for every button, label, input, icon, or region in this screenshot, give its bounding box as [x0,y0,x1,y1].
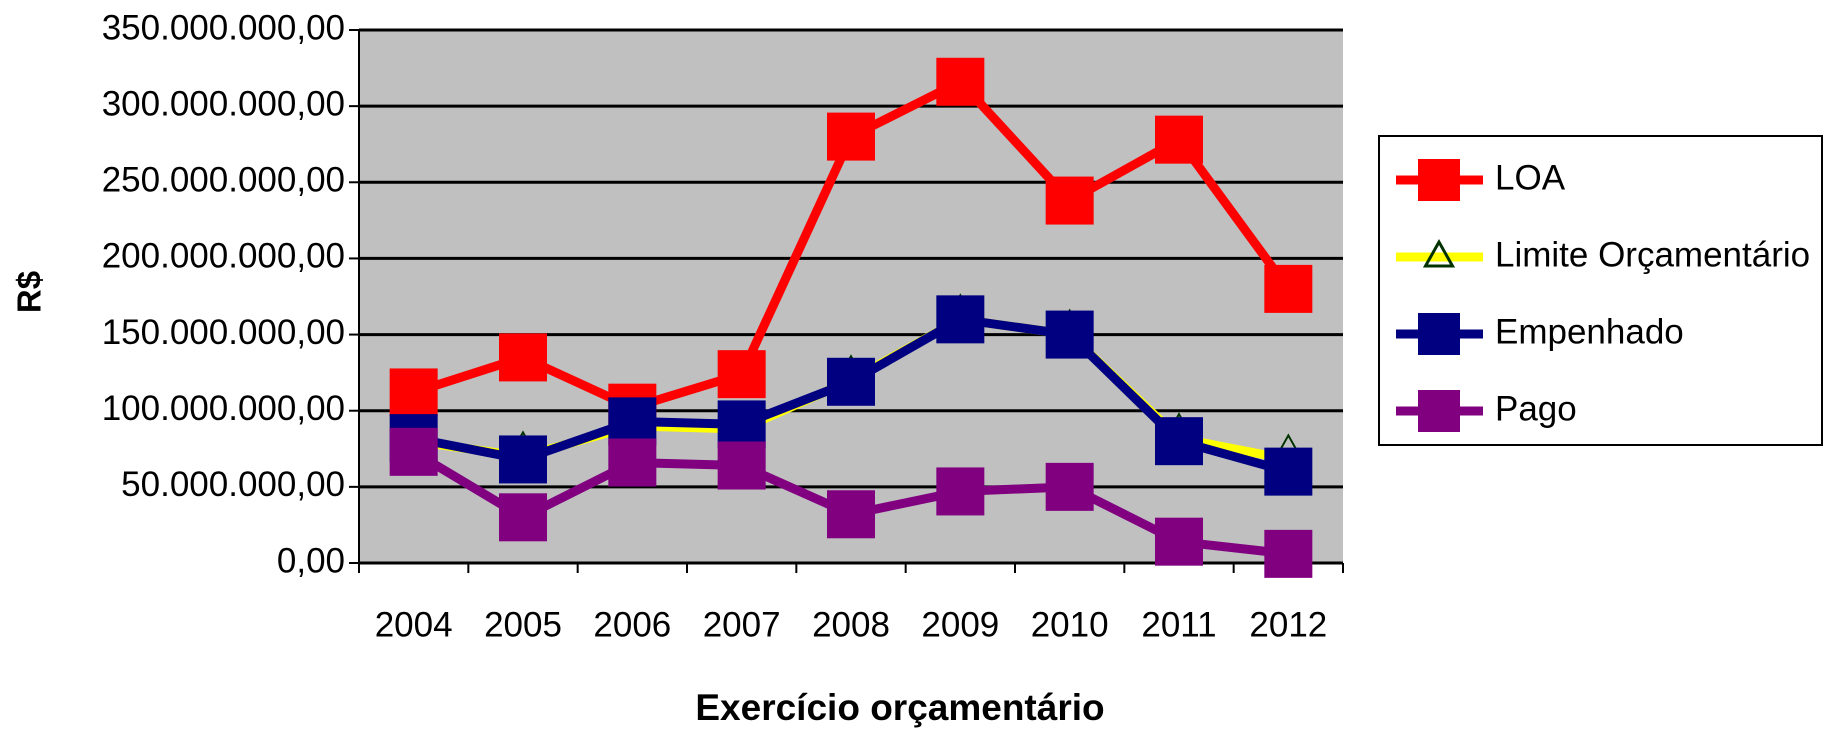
data-point [717,350,766,399]
y-axis-title: R$ [11,271,48,313]
data-point [389,368,438,417]
data-point [936,295,985,344]
x-tick-label: 2007 [703,605,781,644]
data-point [717,400,766,449]
data-point [608,438,657,487]
y-tick-label: 50.000.000,00 [121,465,345,504]
y-tick-label: 250.000.000,00 [102,161,345,200]
y-tick-label: 0,00 [277,541,345,580]
data-point [499,493,547,542]
x-axis-title: Exercício orçamentário [695,687,1104,728]
x-tick-label: 2004 [375,605,453,644]
x-tick-label: 2009 [921,605,999,644]
data-point [1264,447,1313,496]
data-point [1045,310,1094,359]
data-point [827,112,875,161]
data-point [827,357,875,406]
legend-marker [1418,159,1460,201]
legend-label: Limite Orçamentário [1495,235,1810,274]
legend-marker [1418,313,1460,355]
x-tick-label: 2010 [1031,605,1109,644]
data-point [499,333,547,382]
y-tick-label: 200.000.000,00 [102,237,345,276]
data-point [936,57,985,106]
data-point [936,467,985,516]
data-point [1045,176,1094,225]
legend-label: Pago [1495,389,1577,428]
data-point [1264,529,1313,578]
x-tick-label: 2006 [593,605,671,644]
data-point [1155,417,1203,466]
data-point [1155,115,1203,164]
data-point [608,397,657,446]
x-tick-label: 2011 [1141,605,1216,644]
y-tick-label: 100.000.000,00 [102,389,345,428]
legend-marker [1422,238,1456,268]
data-point [717,441,766,490]
data-point [1045,462,1094,511]
y-tick-label: 150.000.000,00 [102,313,345,352]
x-tick-label: 2012 [1249,605,1327,644]
data-point [1155,517,1203,566]
y-tick-label: 300.000.000,00 [102,84,345,123]
legend-label: LOA [1495,158,1566,197]
legend-label: Empenhado [1495,312,1684,351]
data-point [499,435,547,484]
y-tick-label: 350.000.000,00 [102,8,345,47]
data-point [827,490,875,539]
x-tick-label: 2005 [484,605,562,644]
data-point [1264,264,1313,313]
legend-marker [1418,390,1460,432]
x-tick-label: 2008 [812,605,890,644]
data-point [389,427,438,476]
